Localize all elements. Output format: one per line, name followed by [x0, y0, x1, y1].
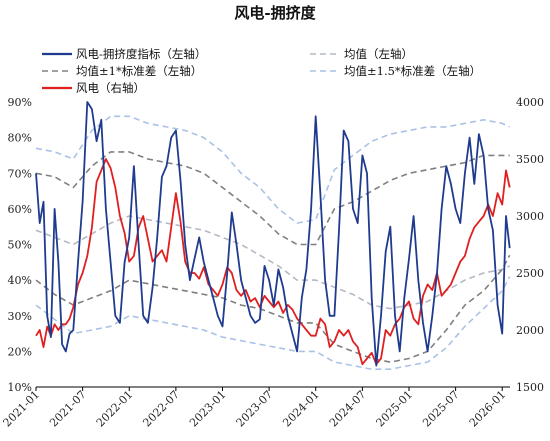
x-tick-label: 2021-07 — [47, 388, 89, 430]
left-tick-label: 80% — [8, 132, 32, 145]
x-tick-label: 2024-07 — [327, 388, 369, 430]
x-tick-label: 2025-01 — [374, 388, 416, 430]
left-tick-label: 90% — [8, 96, 32, 109]
x-tick-label: 2026-01 — [467, 388, 509, 430]
x-tick-label: 2022-01 — [94, 388, 136, 430]
x-tick-label: 2021-01 — [1, 388, 43, 430]
series-line-5 — [35, 115, 511, 224]
series-line-6 — [35, 276, 511, 371]
x-axis-ticks: 2021-01 2021-07 2022-01 2022-07 2023-01 2023-… — [1, 387, 509, 430]
legend-item-mean: 均值（左轴） — [310, 47, 413, 61]
right-tick-label: 2500 — [516, 267, 544, 280]
right-tick-label: 3000 — [516, 210, 544, 223]
x-tick-label: 2023-07 — [234, 388, 276, 430]
legend: 风电-拥挤度指标（左轴） 均值（左轴） 均值±1*标准差（左轴） 均值±1.5*… — [42, 47, 481, 95]
legend-label-1std: 均值±1*标准差（左轴） — [76, 64, 202, 78]
left-tick-label: 10% — [8, 381, 32, 394]
left-tick-label: 60% — [8, 203, 32, 216]
left-tick-label: 50% — [8, 239, 32, 252]
left-axis-ticks: 10% 20% 30% 40% 50% 60% 70% 80% 90% — [8, 96, 32, 394]
series-layer — [35, 101, 511, 371]
x-tick-label: 2023-01 — [187, 388, 229, 430]
legend-label-15std: 均值±1.5*标准差（左轴） — [344, 64, 481, 78]
series-line-0 — [35, 101, 511, 367]
right-tick-label: 4000 — [516, 96, 544, 109]
right-tick-label: 3500 — [516, 153, 544, 166]
series-line-4 — [35, 254, 511, 363]
x-tick-label: 2025-07 — [420, 388, 462, 430]
legend-item-wind: 风电（右轴） — [42, 81, 145, 95]
right-tick-label: 2000 — [516, 324, 544, 337]
x-tick-label: 2022-07 — [140, 388, 182, 430]
legend-item-crowding: 风电-拥挤度指标（左轴） — [42, 47, 206, 61]
left-tick-label: 70% — [8, 167, 32, 180]
series-line-3 — [35, 151, 510, 246]
legend-label-crowding: 风电-拥挤度指标（左轴） — [76, 47, 206, 61]
chart-title: 风电-拥挤度 — [234, 4, 316, 22]
left-tick-label: 40% — [8, 274, 32, 287]
left-tick-label: 20% — [8, 345, 32, 358]
left-tick-label: 30% — [8, 310, 32, 323]
right-tick-label: 1500 — [516, 381, 544, 394]
legend-item-1std: 均值±1*标准差（左轴） — [42, 64, 202, 78]
series-line-2 — [35, 215, 511, 310]
right-axis-ticks: 1500 2000 2500 3000 3500 4000 — [516, 96, 544, 394]
x-tick-label: 2024-01 — [280, 388, 322, 430]
legend-item-15std: 均值±1.5*标准差（左轴） — [310, 64, 481, 78]
legend-label-wind: 风电（右轴） — [76, 81, 145, 95]
legend-label-mean: 均值（左轴） — [344, 47, 413, 61]
series-line-1 — [35, 158, 511, 366]
